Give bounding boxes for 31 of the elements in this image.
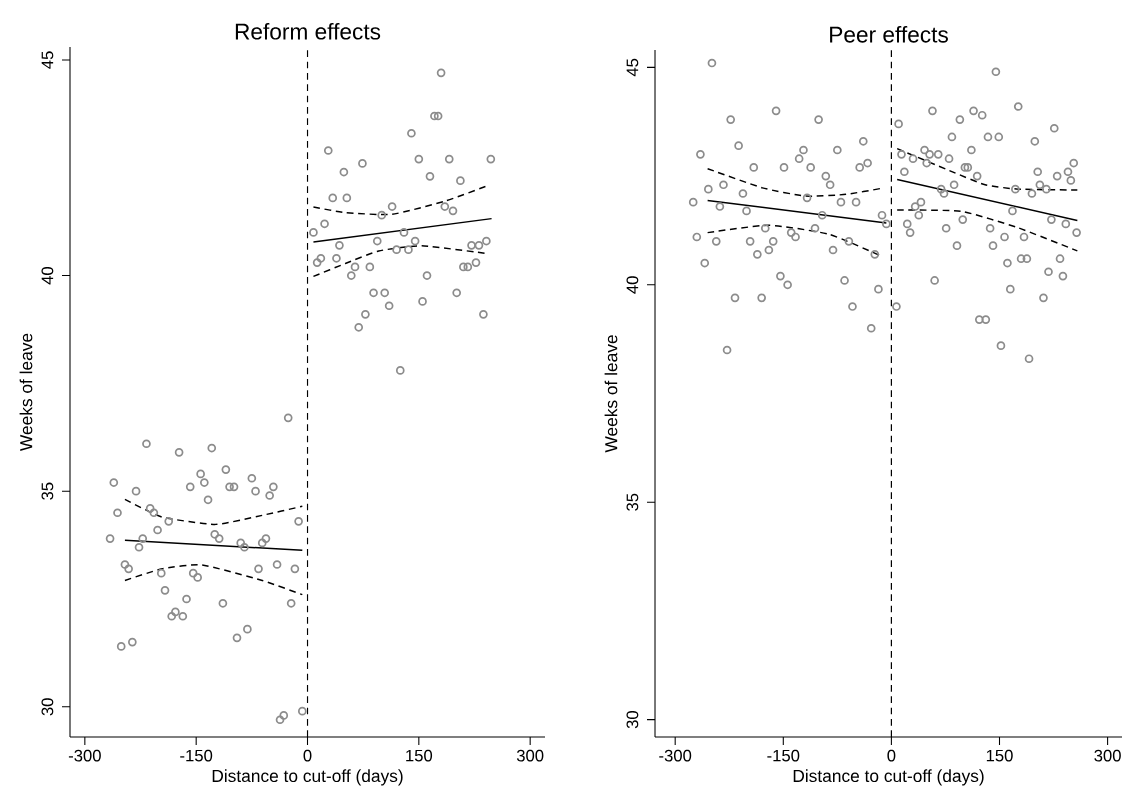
line-series xyxy=(896,147,1079,191)
y-tick-label: 30 xyxy=(626,711,639,729)
y-tick-label: 30 xyxy=(41,698,54,716)
x-tick-label: 300 xyxy=(1094,749,1121,762)
y-tick-label: 40 xyxy=(626,276,639,294)
x-tick-label: -300 xyxy=(68,749,101,762)
y-tick-label: 45 xyxy=(626,58,639,77)
x-tick-label: -300 xyxy=(659,749,692,762)
y-tick-label: 35 xyxy=(41,482,54,500)
y-axis-title: Weeks of leave xyxy=(604,335,618,453)
chart-title: Peer effects xyxy=(830,26,948,43)
y-tick-label: 45 xyxy=(41,51,54,69)
y-tick-label: 40 xyxy=(41,266,54,285)
line-series xyxy=(312,245,488,278)
x-axis-title: Distance to cut-off (days) xyxy=(212,769,403,786)
x-tick-label: 0 xyxy=(303,749,312,762)
x-tick-label: 150 xyxy=(406,749,433,762)
y-tick-label: 35 xyxy=(626,493,639,511)
x-tick-label: -150 xyxy=(767,749,800,762)
x-tick-label: 300 xyxy=(516,749,544,762)
line-series xyxy=(124,498,304,526)
chart-title: Reform effects xyxy=(235,23,381,40)
x-tick-label: -150 xyxy=(180,749,213,762)
x-axis-title: Distance to cut-off (days) xyxy=(793,769,984,786)
line-series xyxy=(706,167,883,197)
x-tick-label: 150 xyxy=(986,749,1013,762)
line-series xyxy=(896,209,1079,252)
line-series xyxy=(124,564,304,596)
y-axis-title: Weeks of leave xyxy=(19,333,33,452)
line-series xyxy=(312,185,488,216)
x-tick-label: 0 xyxy=(887,749,896,762)
